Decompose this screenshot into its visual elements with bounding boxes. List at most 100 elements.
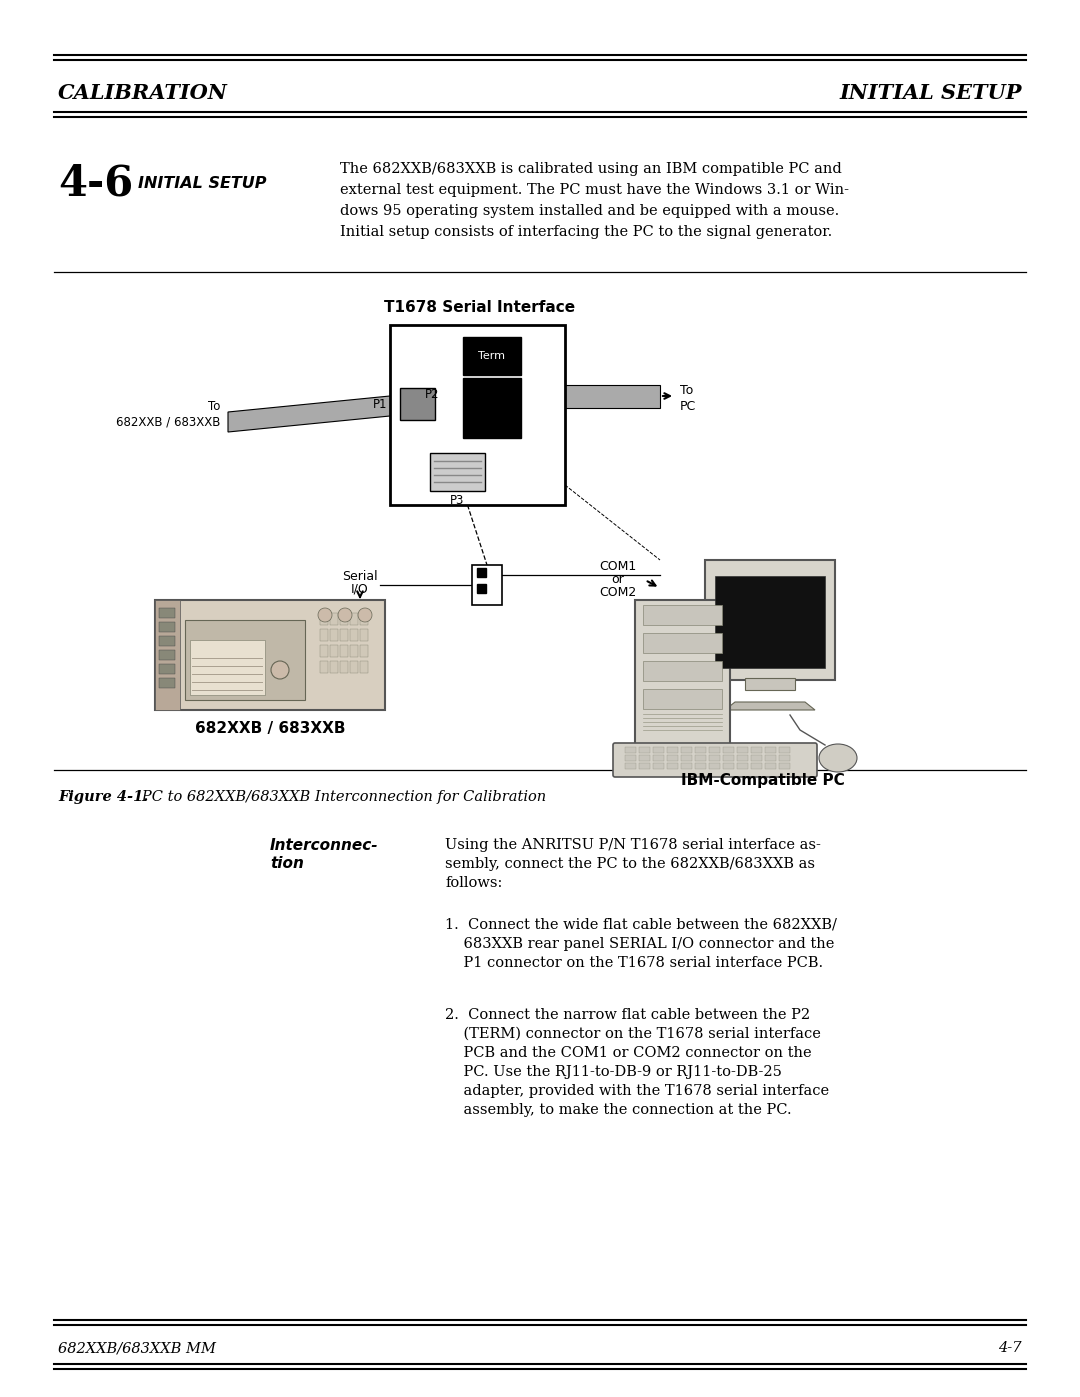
Text: Serial: Serial — [342, 570, 378, 583]
Bar — [667, 763, 678, 768]
Text: P3: P3 — [450, 495, 464, 507]
Text: assembly, to make the connection at the PC.: assembly, to make the connection at the … — [445, 1104, 792, 1118]
Polygon shape — [521, 386, 660, 408]
Bar — [639, 747, 650, 753]
Bar — [643, 605, 723, 624]
Bar — [159, 636, 175, 645]
Text: Term: Term — [478, 351, 505, 360]
Bar — [708, 747, 720, 753]
Bar — [625, 754, 636, 761]
Bar — [681, 747, 692, 753]
Bar — [653, 754, 664, 761]
Text: INITIAL SETUP: INITIAL SETUP — [138, 176, 267, 190]
Bar — [330, 661, 338, 673]
Bar — [159, 608, 175, 617]
Bar — [360, 629, 368, 641]
Bar — [340, 645, 348, 657]
Bar — [696, 747, 706, 753]
Text: CALIBRATION: CALIBRATION — [58, 82, 228, 103]
Bar — [320, 629, 328, 641]
Bar — [643, 689, 723, 710]
Text: Initial setup consists of interfacing the PC to the signal generator.: Initial setup consists of interfacing th… — [340, 225, 833, 239]
Text: PC. Use the RJ11-to-DB-9 or RJ11-to-DB-25: PC. Use the RJ11-to-DB-9 or RJ11-to-DB-2… — [445, 1065, 782, 1078]
Text: P2: P2 — [426, 387, 440, 401]
Bar — [340, 661, 348, 673]
Text: 682XXB / 683XXB: 682XXB / 683XXB — [116, 415, 220, 429]
Bar — [681, 763, 692, 768]
Text: INITIAL SETUP: INITIAL SETUP — [839, 82, 1022, 103]
Bar — [737, 763, 748, 768]
Bar — [159, 664, 175, 673]
Text: PCB and the COM1 or COM2 connector on the: PCB and the COM1 or COM2 connector on th… — [445, 1046, 812, 1060]
Bar — [350, 613, 357, 624]
Text: The 682XXB/683XXB is calibrated using an IBM compatible PC and: The 682XXB/683XXB is calibrated using an… — [340, 162, 841, 176]
Bar — [696, 754, 706, 761]
Bar — [737, 747, 748, 753]
Text: follows:: follows: — [445, 876, 502, 890]
Bar — [765, 747, 777, 753]
Text: To: To — [207, 400, 220, 412]
Text: To: To — [680, 384, 693, 397]
Polygon shape — [725, 703, 815, 710]
Bar — [745, 678, 795, 690]
Bar — [156, 599, 180, 710]
Bar — [330, 613, 338, 624]
Polygon shape — [228, 395, 400, 432]
Bar — [737, 754, 748, 761]
Bar — [360, 661, 368, 673]
Bar — [320, 613, 328, 624]
Text: Figure 4-1.: Figure 4-1. — [58, 789, 148, 805]
Bar — [625, 747, 636, 753]
Text: 682XXB/683XXB MM: 682XXB/683XXB MM — [58, 1341, 216, 1355]
Bar — [625, 763, 636, 768]
Text: 4-6: 4-6 — [58, 162, 133, 204]
Bar — [779, 747, 789, 753]
Bar — [723, 747, 734, 753]
Text: P1 connector on the T1678 serial interface PCB.: P1 connector on the T1678 serial interfa… — [445, 956, 823, 970]
Text: Interconnec-: Interconnec- — [270, 838, 379, 854]
Circle shape — [357, 608, 372, 622]
Bar — [765, 754, 777, 761]
Bar — [159, 678, 175, 687]
Ellipse shape — [819, 745, 858, 773]
Bar — [320, 645, 328, 657]
Text: COM2: COM2 — [599, 585, 636, 599]
Text: dows 95 operating system installed and be equipped with a mouse.: dows 95 operating system installed and b… — [340, 204, 839, 218]
Text: T1678 Serial Interface: T1678 Serial Interface — [384, 300, 576, 314]
Bar — [639, 763, 650, 768]
Bar — [779, 754, 789, 761]
Text: 2.  Connect the narrow flat cable between the P2: 2. Connect the narrow flat cable between… — [445, 1009, 810, 1023]
Bar — [477, 584, 486, 592]
Bar — [360, 645, 368, 657]
Bar — [723, 754, 734, 761]
Circle shape — [318, 608, 332, 622]
Bar — [463, 337, 521, 374]
Bar — [430, 453, 485, 490]
Bar — [340, 613, 348, 624]
Bar — [477, 569, 486, 577]
Text: Using the ANRITSU P/N T1678 serial interface as-: Using the ANRITSU P/N T1678 serial inter… — [445, 838, 821, 852]
Bar — [715, 576, 825, 668]
Bar — [653, 763, 664, 768]
Bar — [360, 613, 368, 624]
Bar — [190, 640, 265, 694]
Bar — [159, 622, 175, 631]
Bar — [340, 629, 348, 641]
Bar — [390, 326, 565, 504]
Text: IBM-Compatible PC: IBM-Compatible PC — [680, 773, 845, 788]
Text: (TERM) connector on the T1678 serial interface: (TERM) connector on the T1678 serial int… — [445, 1027, 821, 1041]
Bar — [696, 763, 706, 768]
Bar — [330, 629, 338, 641]
Bar — [779, 763, 789, 768]
Bar — [653, 747, 664, 753]
Text: 1.  Connect the wide flat cable between the 682XXB/: 1. Connect the wide flat cable between t… — [445, 918, 837, 932]
Bar — [330, 645, 338, 657]
Text: or: or — [611, 573, 624, 585]
Bar — [400, 388, 435, 420]
Text: 682XXB / 683XXB: 682XXB / 683XXB — [194, 721, 346, 735]
Text: sembly, connect the PC to the 682XXB/683XXB as: sembly, connect the PC to the 682XXB/683… — [445, 856, 815, 870]
Text: P1: P1 — [373, 398, 388, 411]
Bar — [350, 661, 357, 673]
Text: adapter, provided with the T1678 serial interface: adapter, provided with the T1678 serial … — [445, 1084, 829, 1098]
Bar — [667, 754, 678, 761]
